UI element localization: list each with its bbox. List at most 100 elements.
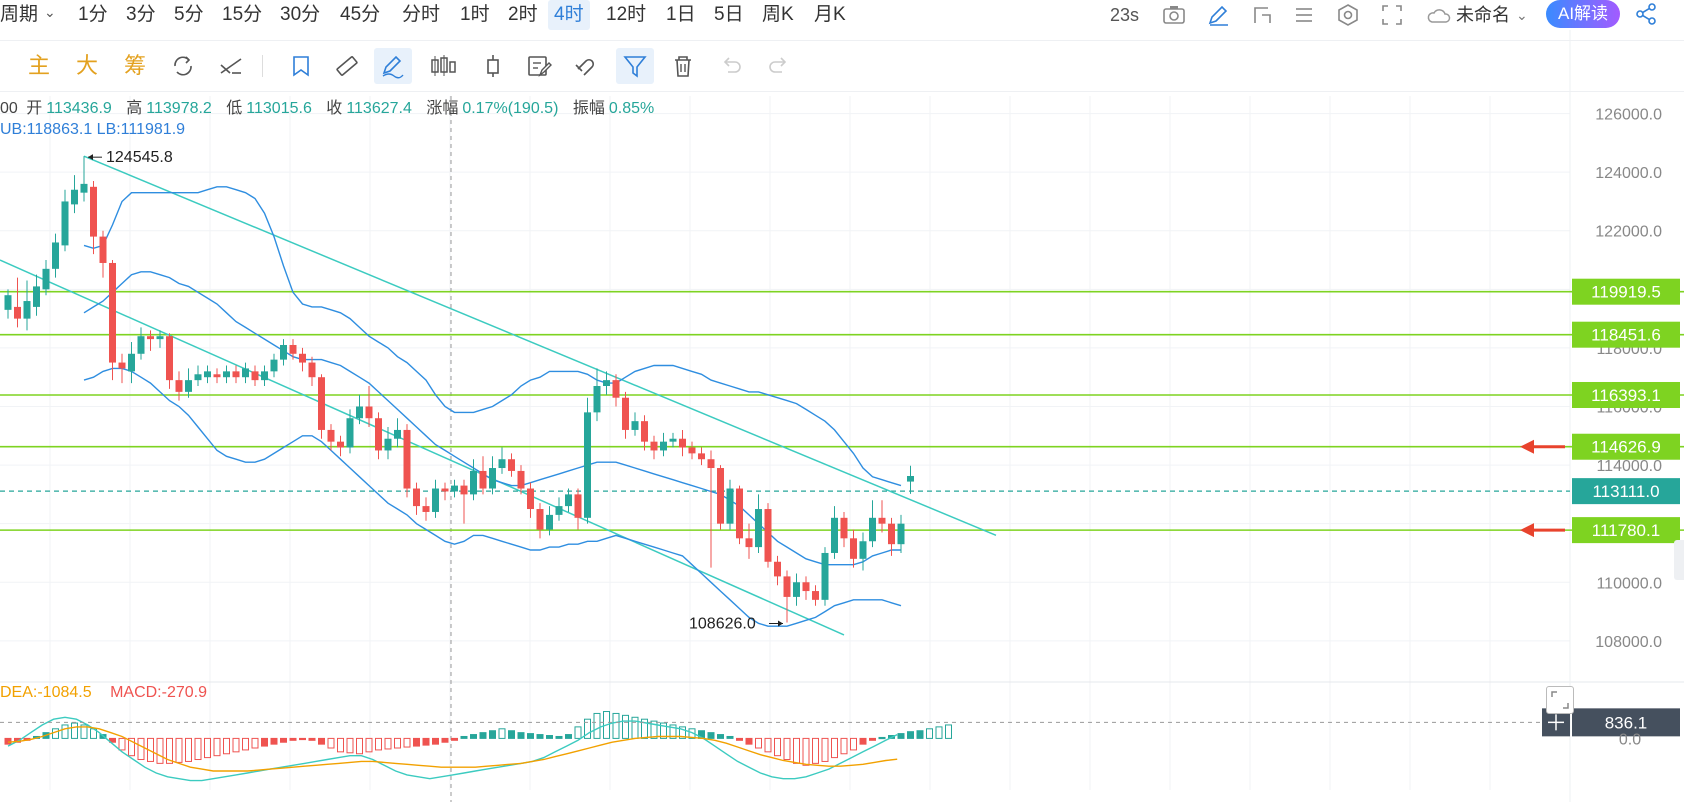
price-tag-label: 119919.5: [1591, 283, 1661, 302]
ruler-icon[interactable]: [328, 48, 366, 84]
period-month[interactable]: 月K: [814, 4, 846, 25]
candle-body: [413, 488, 420, 507]
period-1d[interactable]: 1日: [666, 4, 696, 25]
macd-bar: [289, 737, 297, 741]
macd-bar: [679, 726, 686, 739]
period-1m[interactable]: 1分: [78, 4, 108, 25]
macd-bar: [432, 737, 439, 745]
trash-icon[interactable]: [664, 48, 702, 84]
macd-bar: [213, 737, 221, 757]
candle-body: [850, 538, 857, 559]
channel-lines: [0, 155, 997, 636]
chevron-down-icon[interactable]: ⌄: [1516, 7, 1528, 23]
candle-body: [232, 371, 240, 378]
candle-body: [42, 268, 50, 290]
share-icon[interactable]: [1634, 2, 1658, 28]
candle-body: [812, 591, 819, 600]
single-candle-icon[interactable]: [474, 48, 512, 84]
candle-icon[interactable]: [424, 48, 462, 84]
macd-bar: [726, 735, 734, 739]
period-45m[interactable]: 45分: [340, 4, 381, 25]
note-icon[interactable]: [520, 48, 558, 84]
bookmark-icon[interactable]: [282, 48, 320, 84]
fullscreen-icon[interactable]: [1380, 3, 1404, 29]
period-12h[interactable]: 12时: [606, 4, 647, 25]
macd-bar: [403, 737, 411, 748]
trend-tool-icon[interactable]: [212, 48, 250, 84]
candle-body: [261, 371, 268, 381]
redo-icon[interactable]: [760, 48, 798, 84]
candle-body: [774, 561, 781, 577]
low-annotation: 108626.0: [689, 616, 756, 633]
candle-body: [907, 476, 914, 482]
popout-icon[interactable]: [1250, 3, 1274, 29]
period-1h[interactable]: 1时: [460, 4, 490, 25]
macd-bar: [337, 737, 344, 753]
candle-body: [337, 441, 344, 448]
draw-pen-icon[interactable]: [374, 48, 412, 84]
time-prefix: 00: [0, 100, 18, 117]
macd-bar: [508, 730, 515, 739]
macd-bar: [622, 714, 629, 739]
period-timeshare[interactable]: 分时: [402, 4, 441, 25]
candle-body: [793, 582, 800, 597]
pen-icon[interactable]: [1206, 3, 1230, 29]
undo-icon[interactable]: [712, 48, 750, 84]
period-5m[interactable]: 5分: [174, 4, 204, 25]
macd-bar: [536, 734, 544, 739]
candle-body: [859, 541, 867, 559]
price-tag-bg: [1572, 278, 1680, 305]
filter-icon[interactable]: [616, 48, 654, 84]
camera-icon[interactable]: [1162, 3, 1186, 29]
side-panel-handle[interactable]: [1674, 540, 1684, 580]
period-2h[interactable]: 2时: [508, 4, 538, 25]
big-order-button[interactable]: 大: [76, 53, 99, 78]
candle-body: [71, 189, 78, 205]
macd-bar: [717, 734, 724, 739]
channel-upper-line: [83, 155, 997, 536]
macd-bar: [175, 737, 183, 763]
rotate-icon[interactable]: [164, 48, 202, 84]
list-icon[interactable]: [1292, 3, 1316, 29]
candle-body: [764, 509, 772, 562]
refresh-countdown[interactable]: 23s: [1110, 5, 1140, 25]
period-3m[interactable]: 3分: [126, 4, 156, 25]
change-value: 0.17%(190.5): [462, 100, 559, 117]
period-5d[interactable]: 5日: [714, 4, 744, 25]
macd-bar: [270, 737, 278, 745]
candle-body: [565, 494, 572, 507]
magnet-icon[interactable]: [566, 48, 604, 84]
period-menu[interactable]: 周期: [0, 4, 39, 25]
period-30m[interactable]: 30分: [280, 4, 321, 25]
layout-name[interactable]: 未命名: [1456, 5, 1510, 25]
macd-bar: [223, 737, 230, 755]
candle-body: [109, 262, 116, 363]
candle-body: [470, 470, 477, 495]
settings-icon[interactable]: [1336, 3, 1360, 29]
main-force-button[interactable]: 主: [28, 53, 51, 78]
ai-interpret-button[interactable]: AI解读: [1546, 0, 1621, 28]
chip-distribution-button[interactable]: 筹: [124, 53, 147, 78]
low-value: 113015.6: [246, 100, 312, 117]
period-4h[interactable]: 4时: [548, 0, 590, 30]
candle-body: [327, 429, 335, 442]
candle-body: [175, 380, 183, 392]
macd-bar: [926, 728, 933, 739]
candle-body: [631, 421, 639, 430]
candle-body: [660, 441, 667, 451]
expand-icon[interactable]: [1546, 686, 1574, 714]
cloud-icon[interactable]: [1426, 3, 1452, 29]
candle-body: [527, 488, 534, 510]
candle-body: [755, 509, 762, 548]
macd-bar: [232, 737, 240, 753]
candle-body: [80, 183, 88, 193]
macd-pane: 836.10.0: [0, 708, 1680, 782]
period-15m[interactable]: 15分: [222, 4, 263, 25]
period-week[interactable]: 周K: [762, 4, 794, 25]
y-tick-label: 114000.0: [1596, 458, 1662, 475]
macd-info: DEA:-1084.5 MACD:-270.9: [0, 684, 207, 702]
candle-body: [508, 459, 515, 471]
candle-body: [308, 362, 316, 378]
chevron-down-icon[interactable]: ⌄: [44, 4, 56, 20]
